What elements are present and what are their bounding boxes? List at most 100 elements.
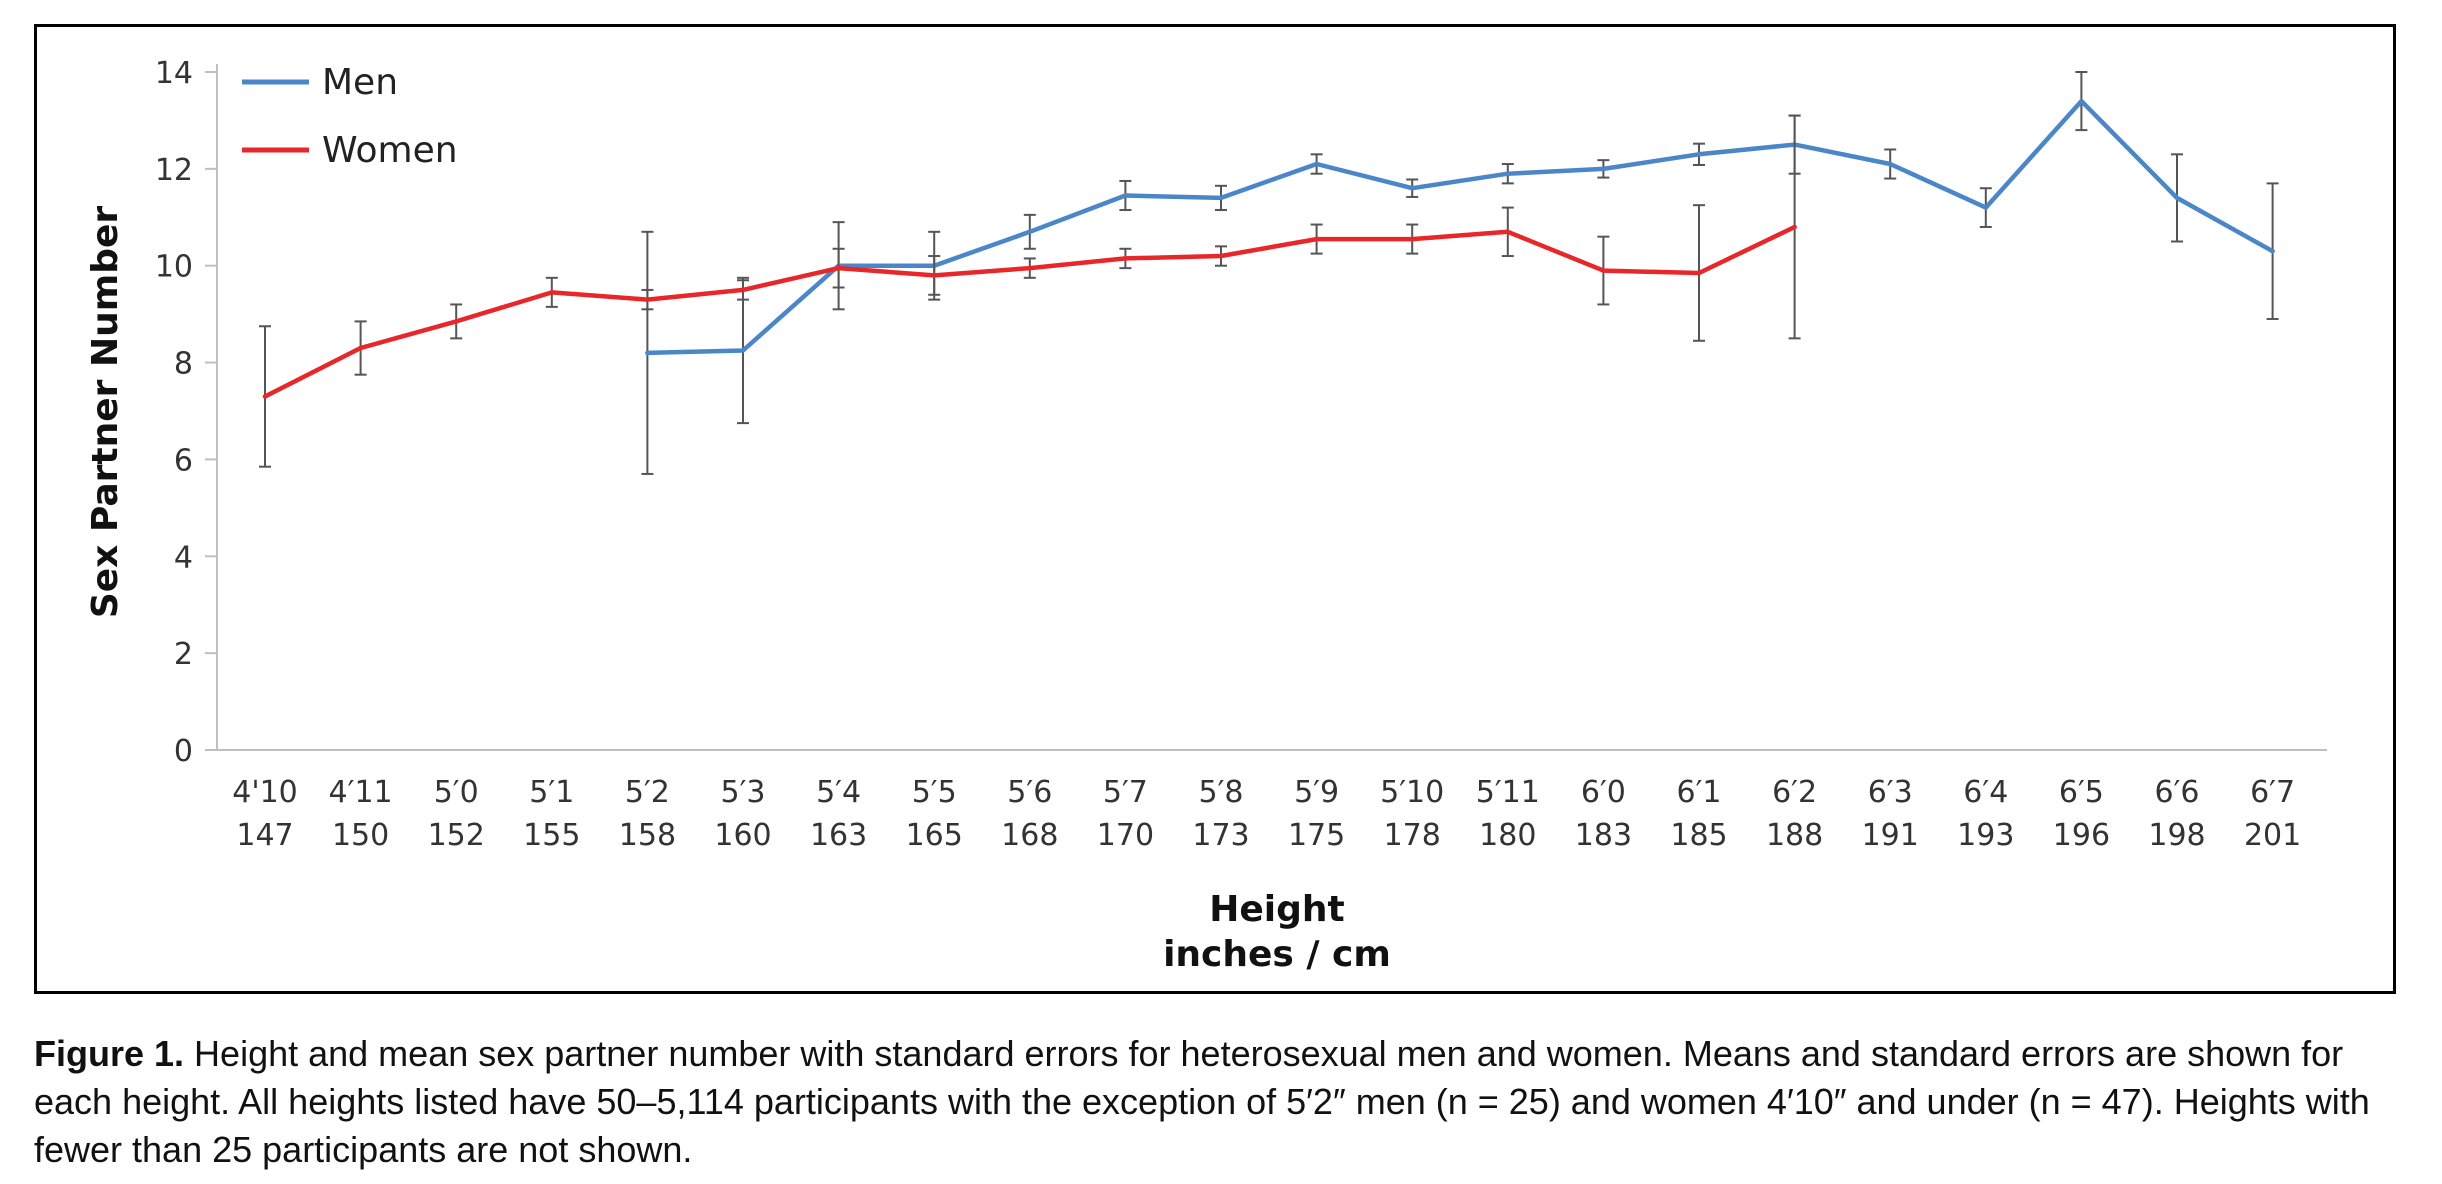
x-tick-label-cm: 150 [332, 818, 389, 853]
x-tick-label-inches: 5′7 [1103, 775, 1148, 810]
x-tick-label-cm: 180 [1479, 818, 1536, 853]
data-point [1410, 236, 1415, 242]
x-tick-label-inches: 6′2 [1772, 775, 1817, 810]
x-tick-label-cm: 178 [1384, 818, 1441, 853]
data-point [454, 319, 459, 324]
x-tick-label-cm: 175 [1288, 818, 1345, 853]
figure-caption-text: Height and mean sex partner number with … [34, 1033, 2370, 1170]
x-tick-label-inches: 5′11 [1476, 775, 1540, 810]
y-tick-label: 12 [155, 153, 193, 188]
data-point [1888, 161, 1893, 167]
y-axis-title: Sex Partner Number [85, 206, 126, 619]
data-point [1696, 152, 1702, 157]
x-tick-label-cm: 155 [523, 818, 580, 853]
data-point [1123, 193, 1128, 198]
x-tick-label-cm: 165 [906, 818, 963, 853]
data-point [1314, 236, 1319, 242]
data-point [740, 287, 746, 293]
data-point [2174, 195, 2180, 201]
x-tick-label-cm: 163 [810, 818, 867, 853]
x-tick-label-inches: 6′1 [1677, 775, 1722, 810]
data-point [358, 345, 363, 351]
data-point [1410, 186, 1415, 191]
x-tick-label-inches: 4'10 [232, 775, 298, 810]
data-point [1696, 270, 1702, 276]
data-point [836, 265, 841, 271]
data-point [1505, 229, 1511, 235]
series-line-men [645, 98, 2275, 356]
x-tick-label-inches: 5′5 [912, 775, 957, 810]
line-chart: 0 2 4 6 8 10 12 14 4'10 147 4′11 150 5′0 152 5′1 155 5′… [85, 56, 2327, 975]
data-point [1027, 229, 1032, 235]
x-tick-label-cm: 173 [1192, 818, 1249, 853]
x-tick-label-inches: 5′3 [721, 775, 766, 810]
x-axis-title-line1: Height [1209, 889, 1345, 930]
x-tick-label-inches: 6′4 [1963, 775, 2008, 810]
x-tick-label-cm: 152 [428, 818, 485, 853]
data-point [2079, 98, 2084, 104]
y-tick-label: 2 [174, 637, 193, 672]
y-tick-label: 4 [174, 540, 193, 575]
data-point [262, 394, 268, 399]
y-tick-label: 0 [174, 734, 193, 769]
x-tick-label-inches: 6′6 [2155, 775, 2200, 810]
x-tick-label-inches: 6′5 [2059, 775, 2104, 810]
data-point [1601, 268, 1606, 273]
data-point [1027, 265, 1032, 271]
series-line-women [262, 224, 1797, 399]
data-point [645, 297, 650, 302]
x-tick-label-inches: 5′2 [625, 775, 670, 810]
x-tick-label-inches: 5′10 [1380, 775, 1444, 810]
x-tick-label-inches: 4′11 [329, 775, 393, 810]
x-tick-label-inches: 5′9 [1294, 775, 1339, 810]
x-tick-label-cm: 196 [2053, 818, 2110, 853]
legend: Men Women [242, 62, 458, 171]
x-tick-label-cm: 193 [1957, 818, 2014, 853]
data-point [1218, 195, 1224, 201]
x-tick-label-cm: 198 [2148, 818, 2205, 853]
x-tick-label-cm: 185 [1670, 818, 1727, 853]
x-tick-label-inches: 5′4 [816, 775, 861, 810]
figure-caption: Figure 1. Height and mean sex partner nu… [34, 1030, 2414, 1174]
x-tick-label-inches: 5′1 [529, 775, 574, 810]
data-point [740, 348, 746, 353]
series-women [259, 114, 1801, 468]
x-tick-label-inches: 5′8 [1199, 775, 1244, 810]
data-point [1123, 256, 1128, 261]
y-axis: 0 2 4 6 8 10 12 14 [155, 56, 218, 769]
x-axis: 4'10 147 4′11 150 5′0 152 5′1 155 5′2 158 5′3 160 5′… [217, 749, 2327, 853]
data-point [645, 350, 650, 356]
figure-label: Figure 1. [34, 1033, 185, 1074]
x-tick-label-cm: 183 [1575, 818, 1632, 853]
y-tick-label: 6 [174, 443, 193, 478]
x-tick-label-cm: 201 [2244, 818, 2301, 853]
x-tick-label-cm: 188 [1766, 818, 1823, 853]
x-tick-label-cm: 168 [1001, 818, 1058, 853]
x-tick-label-cm: 170 [1097, 818, 1154, 853]
data-point [2270, 248, 2275, 254]
data-point [1601, 166, 1606, 172]
x-tick-label-cm: 160 [714, 818, 771, 853]
x-tick-label-inches: 6′7 [2250, 775, 2295, 810]
legend-label-men: Men [322, 62, 398, 103]
data-point [1505, 171, 1511, 176]
chart-frame: 0 2 4 6 8 10 12 14 4'10 147 4′11 150 5′0 152 5′1 155 5′… [34, 24, 2396, 994]
data-point [1218, 253, 1224, 259]
x-tick-label-inches: 6′3 [1868, 775, 1913, 810]
y-tick-label: 10 [155, 250, 193, 285]
y-tick-label: 14 [155, 56, 193, 91]
x-tick-label-inches: 5′6 [1007, 775, 1052, 810]
data-point [1792, 224, 1797, 230]
series-layer [259, 71, 2279, 475]
legend-label-women: Women [322, 130, 458, 171]
x-axis-title-line2: inches / cm [1163, 934, 1391, 975]
x-tick-label-cm: 147 [236, 818, 293, 853]
data-point [932, 273, 937, 278]
y-tick-label: 8 [174, 347, 193, 382]
x-tick-label-cm: 191 [1862, 818, 1919, 853]
data-point [1983, 205, 1989, 210]
x-tick-label-cm: 158 [619, 818, 676, 853]
data-point [549, 290, 554, 295]
data-point [1314, 161, 1319, 167]
x-tick-label-inches: 5′0 [434, 775, 479, 810]
